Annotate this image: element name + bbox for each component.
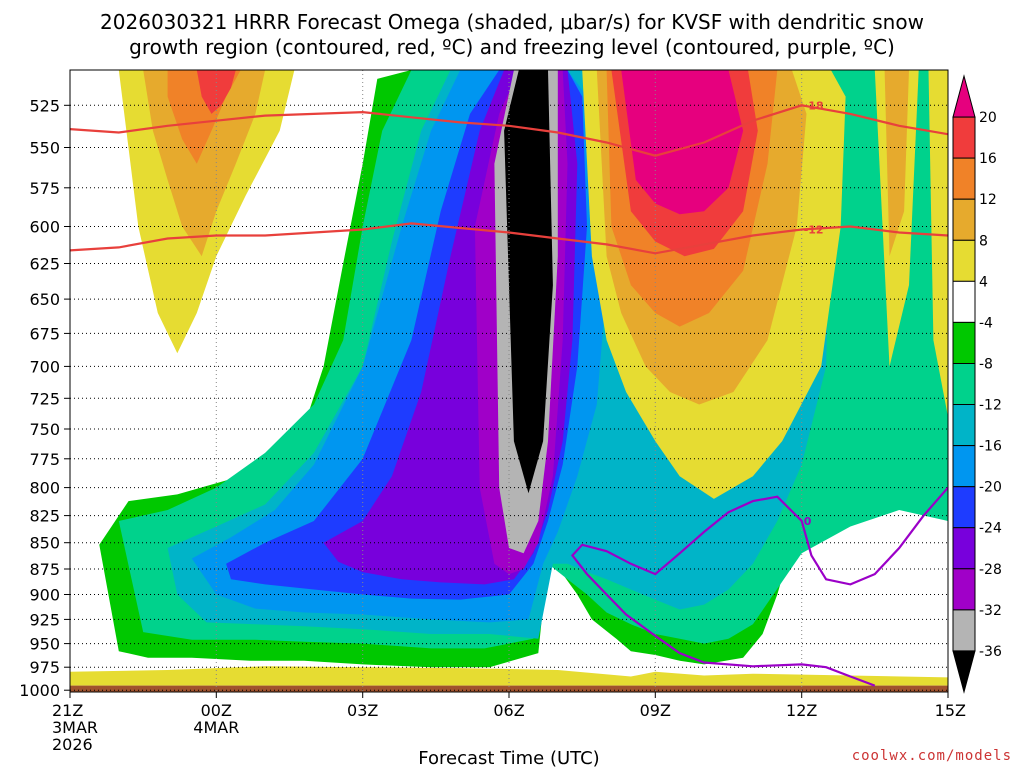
y-tick-label-900: 900 xyxy=(29,586,60,605)
dgz-contour-0 xyxy=(70,104,948,157)
colorbar-swatch-7 xyxy=(952,363,976,406)
y-tick-label-950: 950 xyxy=(29,635,60,654)
x-axis-title: Forecast Time (UTC) xyxy=(418,748,599,768)
ground-band xyxy=(70,685,948,692)
y-tick-label-550: 550 xyxy=(29,139,60,158)
freezing-contour-label-0: 0 xyxy=(804,515,812,528)
ground-surface xyxy=(70,685,948,692)
colorbar-label-10: -24 xyxy=(979,521,1002,537)
colorbar-label-3: 8 xyxy=(979,233,988,249)
colorbar-swatch-5 xyxy=(952,280,976,323)
colorbar-swatch-6 xyxy=(952,321,976,364)
colorbar-swatch-1 xyxy=(952,116,976,159)
y-tick-label-700: 700 xyxy=(29,357,60,376)
colorbar-label-0: 20 xyxy=(979,110,997,126)
colorbar-swatch-13 xyxy=(952,609,976,652)
colorbar-swatch-2 xyxy=(952,157,976,200)
x-tick-label-9-0: 06Z xyxy=(493,701,524,720)
y-tick-label-800: 800 xyxy=(29,479,60,498)
freezing-contour-1 xyxy=(654,635,876,687)
colorbar-swatch-9 xyxy=(952,445,976,488)
colorbar-swatch-4 xyxy=(952,239,976,282)
colorbar-label-13: -36 xyxy=(979,644,1002,660)
y-tick-label-850: 850 xyxy=(29,534,60,553)
omega-region-8 xyxy=(504,70,553,494)
y-tick-label-625: 625 xyxy=(29,255,60,274)
x-tick-label-0-1: 3MAR xyxy=(52,718,98,737)
omega-region-19 xyxy=(884,70,909,257)
colorbar-label-4: 4 xyxy=(979,274,988,290)
x-tick-label-18-0: 15Z xyxy=(935,701,966,720)
y-tick-label-750: 750 xyxy=(29,420,60,439)
colorbar-label-9: -20 xyxy=(979,480,1002,496)
y-tick-label-575: 575 xyxy=(29,179,60,198)
plot-area: -18 -12 0 xyxy=(69,69,949,693)
colorbar-swatch-14 xyxy=(952,650,976,694)
freezing-contour-0 xyxy=(570,486,948,637)
x-tick-label-3-0: 00Z xyxy=(201,701,232,720)
colorbar-label-8: -16 xyxy=(979,439,1002,455)
x-tick-label-0-0: 21Z xyxy=(52,701,83,720)
colorbar-label-12: -32 xyxy=(979,603,1002,619)
y-tick-label-825: 825 xyxy=(29,507,60,526)
x-tick-label-0-2: 2026 xyxy=(52,735,93,754)
omega-region-17 xyxy=(621,70,744,215)
omega-region-12 xyxy=(196,70,236,114)
x-tick-label-12-0: 09Z xyxy=(640,701,671,720)
y-tick-label-875: 875 xyxy=(29,560,60,579)
dgz-contour-label-1: -12 xyxy=(804,224,824,237)
colorbar-label-7: -12 xyxy=(979,398,1002,414)
omega-shading xyxy=(70,70,948,692)
y-tick-label-975: 975 xyxy=(29,658,60,677)
chart-title-line2: growth region (contoured, red, ºC) and f… xyxy=(129,35,895,59)
y-tick-label-675: 675 xyxy=(29,324,60,343)
colorbar-label-5: -4 xyxy=(979,315,993,331)
chart-title-line1: 2026030321 HRRR Forecast Omega (shaded, … xyxy=(100,10,924,34)
y-tick-label-650: 650 xyxy=(29,290,60,309)
contour-lines: -18 -12 0 xyxy=(70,99,948,687)
omega-region-10 xyxy=(143,70,266,257)
y-tick-label-525: 525 xyxy=(29,96,60,115)
colorbar-label-11: -28 xyxy=(979,562,1002,578)
colorbar-label-2: 12 xyxy=(979,192,997,208)
colorbar-label-6: -8 xyxy=(979,357,993,373)
y-axis: 525 550 575 600 625 650 675 700 725 750 775 800 825 8… xyxy=(19,96,70,700)
colorbar-swatch-8 xyxy=(952,404,976,447)
colorbar-swatch-11 xyxy=(952,527,976,570)
omega-region-20 xyxy=(928,70,948,417)
y-tick-label-725: 725 xyxy=(29,389,60,408)
x-tick-label-6-0: 03Z xyxy=(347,701,378,720)
y-tick-label-775: 775 xyxy=(29,450,60,469)
colorbar-label-1: 16 xyxy=(979,151,997,167)
colorbar-swatch-10 xyxy=(952,486,976,529)
dgz-contour-1 xyxy=(70,222,948,255)
colorbar-swatch-12 xyxy=(952,568,976,611)
colorbar: 20 16 12 8 4 -4 -8 -12 -16 -20 -24 -28 -32 -36 xyxy=(952,74,1002,694)
x-tick-label-3-1: 4MAR xyxy=(193,718,239,737)
colorbar-swatch-3 xyxy=(952,198,976,241)
y-tick-label-1000: 1000 xyxy=(19,681,60,700)
dgz-contour-label-0: -18 xyxy=(804,99,824,112)
y-tick-label-925: 925 xyxy=(29,610,60,629)
omega-region-21 xyxy=(70,666,948,686)
x-tick-label-15-0: 12Z xyxy=(786,701,817,720)
y-tick-label-600: 600 xyxy=(29,218,60,237)
colorbar-swatch-0 xyxy=(952,74,976,118)
credit-link[interactable]: coolwx.com/models xyxy=(852,748,1012,764)
